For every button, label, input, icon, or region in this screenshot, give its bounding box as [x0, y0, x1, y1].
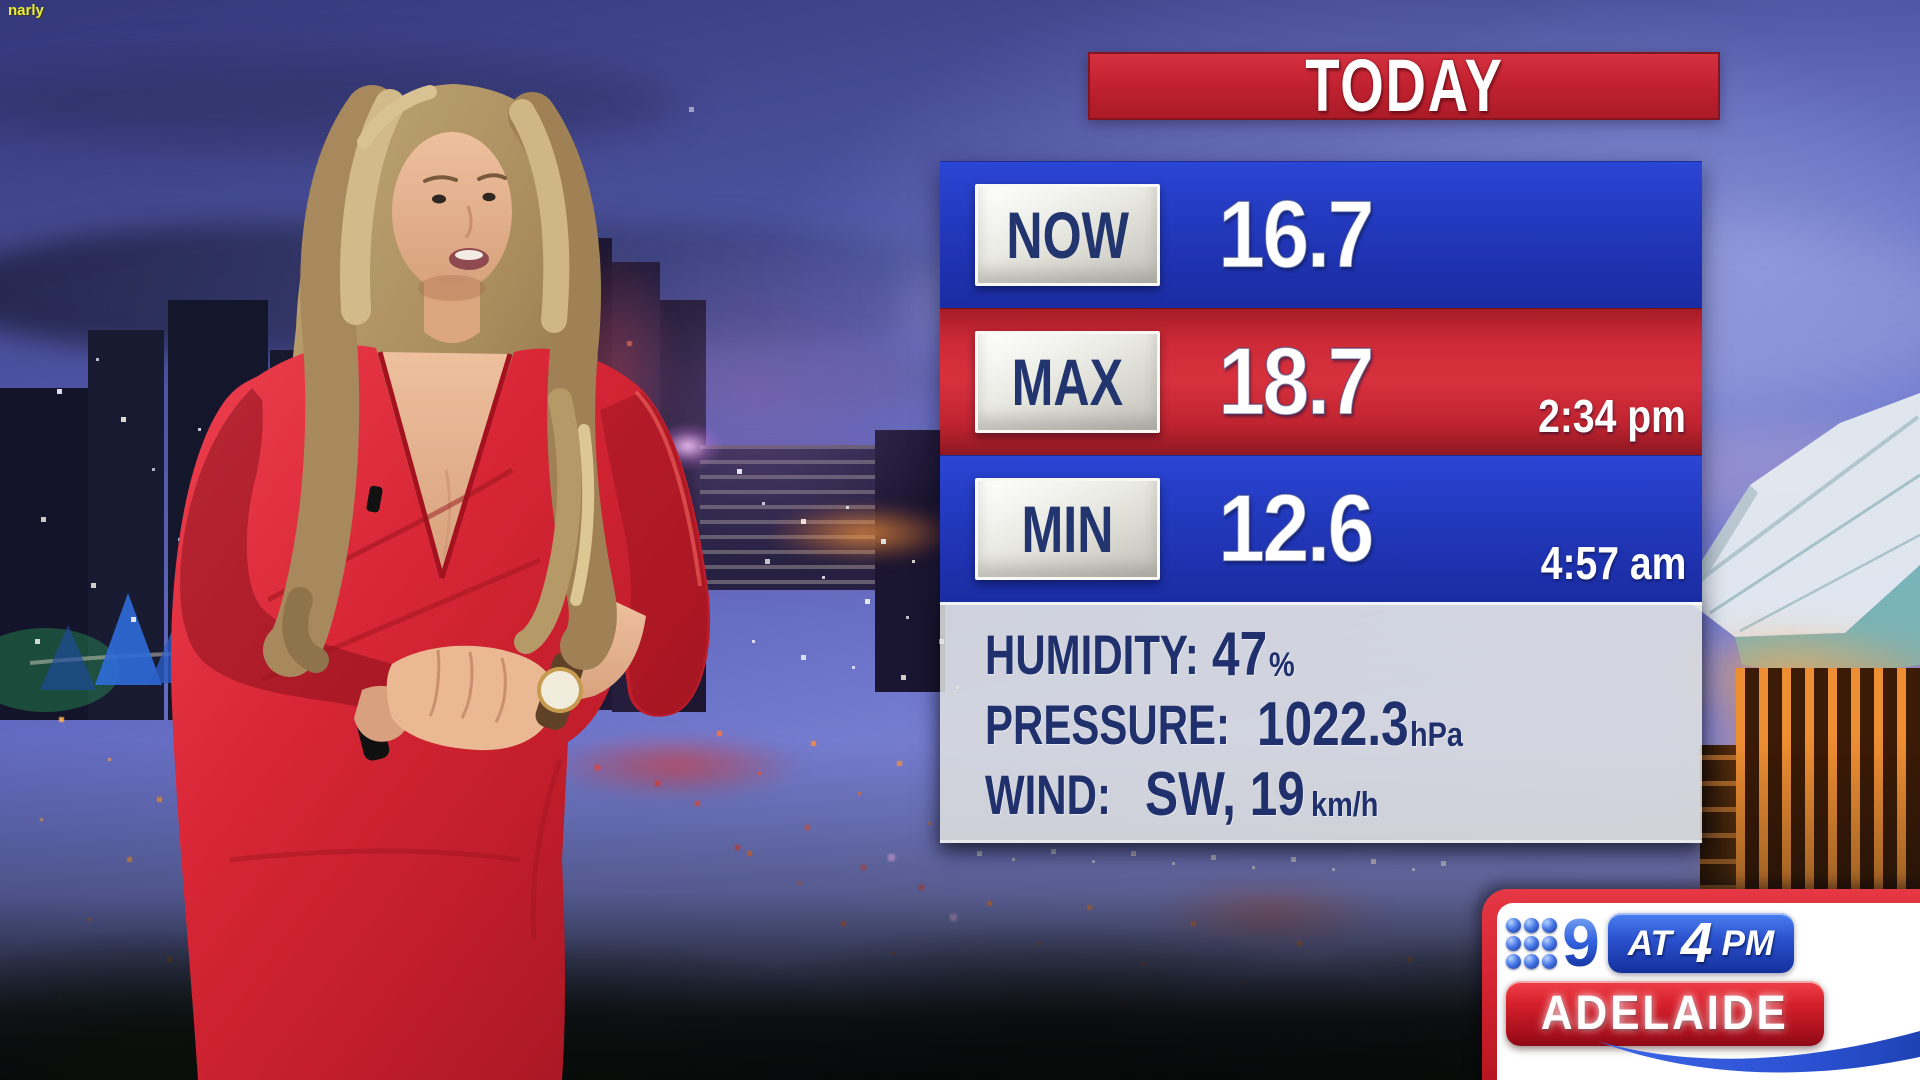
wind-value: SW, 19: [1144, 760, 1305, 829]
channel-brand-card: 9 AT 4 PM ADELAIDE: [1482, 889, 1920, 1080]
humidity-unit: %: [1269, 646, 1295, 684]
show-prefix: AT: [1627, 923, 1672, 963]
adelaide-label: ADELAIDE: [1541, 986, 1789, 1040]
lapel-mic-icon: [366, 485, 383, 513]
nine-network-logo: 9: [1562, 905, 1600, 981]
weather-panel: NOW 16.7 MAX 18.7 2:34 pm MIN 12.6 4:57 …: [940, 161, 1702, 843]
today-banner-title: TODAY: [1304, 44, 1504, 127]
adelaide-banner: ADELAIDE: [1506, 981, 1824, 1046]
today-banner: TODAY: [1088, 44, 1720, 127]
swoosh-icon: [1597, 1030, 1920, 1073]
max-temperature: 18.7: [1217, 327, 1375, 435]
plaza-orange-glow: [768, 502, 963, 564]
show-badge: AT 4 PM: [1607, 910, 1795, 975]
pressure-unit: hPa: [1410, 716, 1464, 754]
weather-row-min: MIN 12.6 4:57 am: [940, 455, 1702, 602]
humidity-label: HUMIDITY:: [985, 623, 1199, 686]
max-time: 2:34 pm: [1538, 390, 1686, 442]
min-label: MIN: [1021, 491, 1114, 566]
brand-logo-row: 9 AT 4 PM: [1506, 905, 1795, 981]
watermark: narly: [8, 2, 44, 19]
weather-row-now: NOW 16.7: [940, 161, 1702, 308]
min-label-box: MIN: [975, 477, 1160, 580]
min-time: 4:57 am: [1540, 537, 1686, 589]
show-hour: 4: [1680, 910, 1713, 975]
brand-card-inner: 9 AT 4 PM ADELAIDE: [1497, 903, 1920, 1080]
weather-presenter: [171, 84, 711, 1080]
pressure-line: PRESSURE: 1022.3 hPa: [985, 690, 1702, 760]
presenter-face: [392, 132, 512, 292]
max-label-box: MAX: [975, 330, 1160, 433]
humidity-line: HUMIDITY: 47 %: [985, 620, 1702, 690]
show-suffix: PM: [1721, 923, 1775, 963]
max-label: MAX: [1011, 344, 1124, 419]
min-temperature: 12.6: [1217, 474, 1375, 582]
now-label-box: NOW: [975, 183, 1160, 286]
watch-icon: [535, 652, 584, 730]
now-temperature: 16.7: [1217, 180, 1375, 288]
weather-row-max: MAX 18.7 2:34 pm: [940, 308, 1702, 455]
weather-stats-box: HUMIDITY: 47 % PRESSURE: 1022.3 hPa WIND…: [940, 602, 1702, 843]
pressure-label: PRESSURE:: [985, 693, 1231, 756]
now-label: NOW: [1006, 197, 1129, 272]
wind-label: WIND:: [985, 763, 1111, 826]
nine-network-dots-icon: [1506, 917, 1557, 969]
pressure-value: 1022.3: [1256, 690, 1409, 759]
humidity-value: 47: [1212, 620, 1268, 689]
wind-line: WIND: SW, 19 km/h: [985, 760, 1702, 830]
wind-unit: km/h: [1310, 786, 1379, 824]
